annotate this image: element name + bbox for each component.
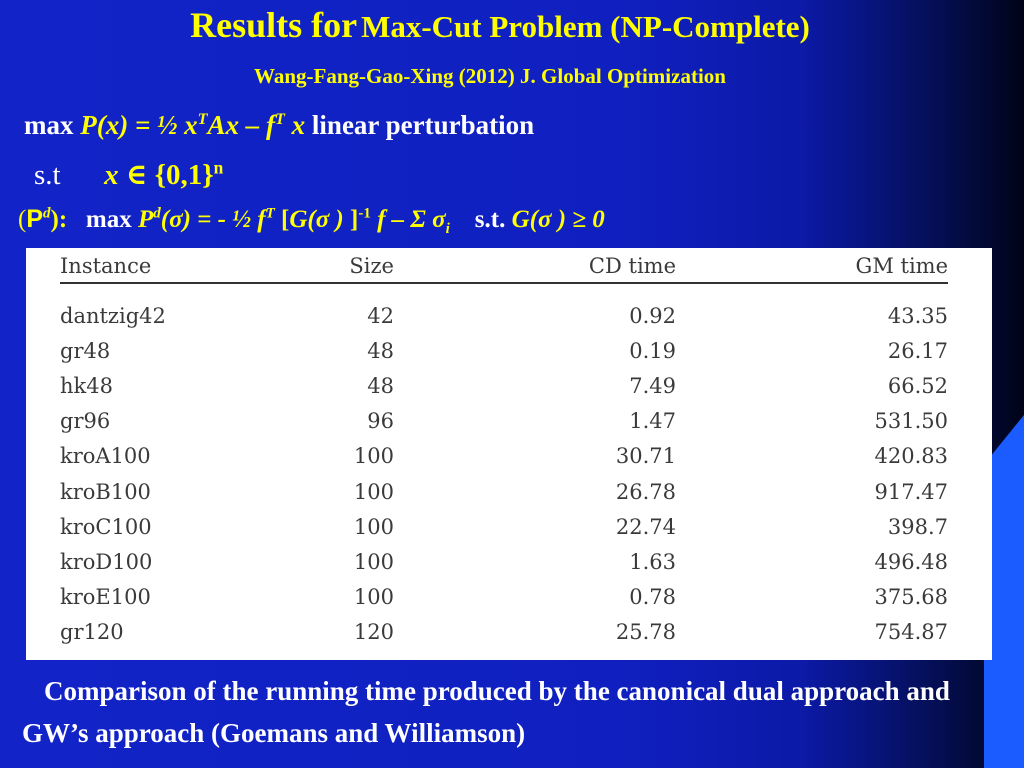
constraint-equation: s.t x ∈ {0,1}n	[34, 157, 223, 192]
table-header-row: Instance Size CD time GM time	[60, 250, 948, 284]
cell-instance: kroA100	[60, 444, 151, 469]
eq3-f: f – Σ σ	[370, 206, 446, 233]
eq2-x: x	[104, 159, 119, 191]
eq1-minus-f: – f	[239, 110, 276, 140]
eq3-d2: d	[153, 205, 161, 222]
eq1-sup-ft: T	[275, 110, 285, 128]
table-row: kroA100 100 30.71 420.83	[60, 439, 948, 474]
table-row: gr120 120 25.78 754.87	[60, 615, 948, 650]
cell-cd-time: 1.47	[629, 409, 676, 434]
cell-gm-time: 43.35	[887, 303, 948, 328]
eq3-max: max	[85, 206, 132, 233]
cell-instance: kroD100	[60, 549, 153, 574]
table-row: kroD100 100 1.63 496.48	[60, 544, 948, 579]
cell-size: 96	[367, 409, 394, 434]
eq3-Pd: P	[138, 206, 154, 233]
cell-cd-time: 0.78	[629, 585, 676, 610]
eq1-p: P(x) = ½ x	[80, 110, 198, 140]
table-caption: Comparison of the running time produced …	[22, 676, 950, 748]
cell-instance: dantzig42	[60, 303, 166, 328]
table-row: dantzig42 42 0.92 43.35	[60, 283, 948, 333]
results-table-panel: Instance Size CD time GM time dantzig42 …	[26, 248, 992, 660]
cell-gm-time: 398.7	[887, 514, 948, 539]
cell-instance: gr48	[60, 338, 111, 363]
cell-cd-time: 7.49	[629, 373, 676, 398]
eq3-G: G(σ )	[289, 206, 344, 233]
header-instance: Instance	[60, 250, 320, 284]
cell-size: 48	[367, 373, 394, 398]
table-row: kroB100 100 26.78 917.47	[60, 474, 948, 509]
cell-cd-time: 1.63	[629, 549, 676, 574]
eq3-sup-t: T	[265, 205, 275, 222]
eq1-ax: Ax	[207, 110, 240, 140]
eq3-bracket: [	[280, 206, 290, 233]
cell-instance: kroE100	[60, 585, 151, 610]
header-gm-time: GM time	[676, 250, 948, 284]
table-row: gr96 96 1.47 531.50	[60, 404, 948, 439]
header-size: Size	[320, 250, 394, 284]
header-cd-time: CD time	[394, 250, 676, 284]
results-table: Instance Size CD time GM time dantzig42 …	[60, 250, 948, 650]
cell-gm-time: 531.50	[874, 409, 948, 434]
cell-size: 100	[353, 585, 394, 610]
eq3-i: i	[445, 221, 450, 237]
eq3-open: (	[18, 206, 27, 233]
cell-cd-time: 0.92	[629, 303, 676, 328]
table-row: kroC100 100 22.74 398.7	[60, 509, 948, 544]
cell-instance: gr96	[60, 409, 111, 434]
eq3-close: ):	[50, 206, 68, 233]
eq1-max: max	[24, 110, 74, 140]
citation-subtitle: Wang-Fang-Gao-Xing (2012) J. Global Opti…	[254, 64, 726, 88]
cell-size: 100	[353, 479, 394, 504]
cell-size: 42	[367, 303, 394, 328]
cell-size: 120	[353, 620, 394, 645]
eq1-primal: P(x) = ½ xTAx – fT x	[80, 110, 305, 140]
cell-size: 48	[367, 338, 394, 363]
cell-cd-time: 30.71	[615, 444, 676, 469]
eq2-n: n	[213, 157, 224, 178]
table-row: kroE100 100 0.78 375.68	[60, 580, 948, 615]
cell-gm-time: 496.48	[874, 549, 948, 574]
cell-cd-time: 0.19	[629, 338, 676, 363]
dual-problem-equation: (Pd): max Pd(σ) = - ½ fT [G(σ ) ]-1 f – …	[18, 205, 605, 237]
cell-gm-time: 754.87	[874, 620, 948, 645]
cell-cd-time: 22.74	[615, 514, 676, 539]
table-row: gr48 48 0.19 26.17	[60, 333, 948, 368]
cell-cd-time: 26.78	[615, 479, 676, 504]
cell-size: 100	[353, 514, 394, 539]
eq1-x: x	[284, 110, 306, 140]
eq3-constraint: G(σ ) ≥ 0	[511, 206, 605, 233]
title-part2: Max-Cut Problem (NP-Complete)	[361, 9, 810, 44]
cell-size: 100	[353, 549, 394, 574]
cell-gm-time: 420.83	[874, 444, 948, 469]
cell-cd-time: 25.78	[615, 620, 676, 645]
eq3-arg: (σ) = - ½ f	[160, 206, 266, 233]
eq2-set: {0,1}	[154, 159, 214, 191]
objective-equation: max P(x) = ½ xTAx – fT x linear perturba…	[24, 110, 534, 141]
cell-gm-time: 26.17	[887, 338, 948, 363]
eq3-d: d	[43, 205, 51, 222]
eq1-sup-t: T	[197, 110, 208, 128]
table-row: hk48 48 7.49 66.52	[60, 368, 948, 403]
slide-title: Results for Max-Cut Problem (NP-Complete…	[0, 5, 1000, 46]
eq3-bracket2: ]	[343, 206, 359, 233]
cell-gm-time: 917.47	[874, 479, 948, 504]
eq3-P: P	[26, 205, 44, 233]
cell-gm-time: 375.68	[874, 585, 948, 610]
eq1-note: linear perturbation	[311, 110, 535, 140]
cell-instance: kroC100	[60, 514, 152, 539]
cell-size: 100	[353, 444, 394, 469]
cell-instance: kroB100	[60, 479, 151, 504]
eq3-st: s.t.	[474, 206, 506, 233]
title-part1: Results for	[190, 5, 358, 45]
eq2-st: s.t	[34, 159, 61, 191]
eq2-in: ∈	[125, 159, 148, 191]
cell-instance: hk48	[60, 373, 113, 398]
eq3-inv: -1	[358, 205, 371, 222]
cell-instance: gr120	[60, 620, 124, 645]
cell-gm-time: 66.52	[887, 373, 948, 398]
